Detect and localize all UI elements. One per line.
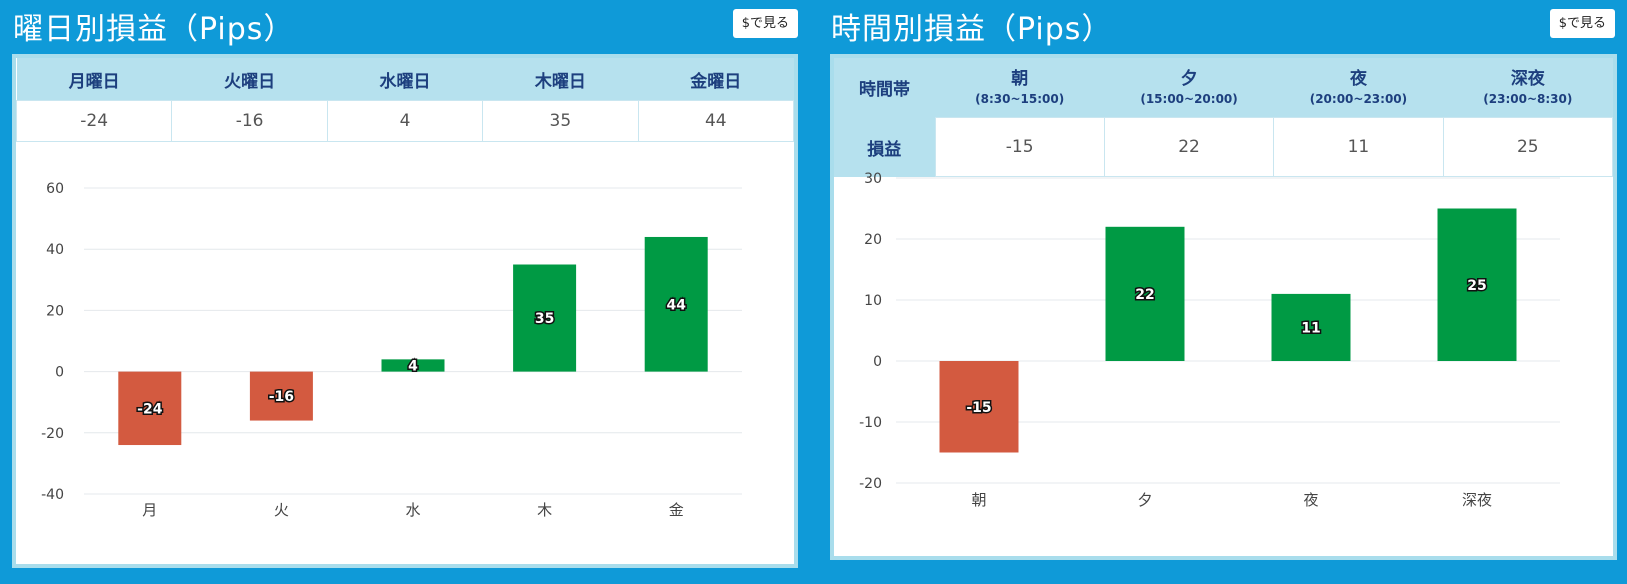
day-bar: [118, 371, 182, 446]
day-value-tue: -16: [171, 100, 328, 142]
time-header-late-night: 深夜 (23:00~8:30): [1443, 58, 1613, 118]
day-bar: [513, 264, 577, 372]
time-y-tick-label: 10: [864, 293, 882, 309]
time-table: 時間帯 朝 (8:30~15:00) 夕 (15:00~20:00) 夜 (20…: [834, 58, 1614, 177]
time-value-row: 損益 -15 22 11 25: [834, 117, 1614, 177]
time-data-label: 25: [1467, 278, 1486, 294]
time-card: 時間帯 朝 (8:30~15:00) 夕 (15:00~20:00) 夜 (20…: [830, 54, 1617, 560]
time-value-late-night: 25: [1442, 117, 1614, 177]
day-y-tick-label: -20: [41, 426, 64, 442]
time-view-in-dollars-button[interactable]: $で見る: [1549, 9, 1615, 38]
time-value-night: 11: [1273, 117, 1444, 177]
slot-name-morning: 朝: [1011, 68, 1029, 89]
day-view-in-dollars-button[interactable]: $で見る: [732, 9, 798, 38]
day-value-row: -24 -16 4 35 44: [15, 100, 795, 142]
day-header-fri: 金曜日: [638, 58, 794, 101]
time-y-tick-label: -20: [859, 476, 882, 492]
day-data-label: 44: [666, 297, 686, 313]
day-bar-chart: 60 40 20 0 -20 -40 -24 月 -16 火 4 水 35 木 44 金: [41, 181, 742, 519]
time-category-label: 朝: [971, 491, 986, 509]
time-header-morning: 朝 (8:30~15:00): [935, 58, 1105, 118]
time-value-morning: -15: [934, 117, 1105, 177]
time-y-tick-label: 30: [864, 171, 882, 187]
day-y-tick-label: 0: [55, 365, 64, 381]
time-y-tick-label: 20: [864, 232, 882, 248]
slot-range-night: (20:00~23:00): [1309, 91, 1408, 106]
day-category-label: 月: [142, 501, 157, 519]
day-bar: [644, 236, 708, 372]
time-header-row: 時間帯 朝 (8:30~15:00) 夕 (15:00~20:00) 夜 (20…: [834, 58, 1613, 118]
time-category-label: 夕: [1137, 491, 1152, 509]
day-y-tick-label: 60: [46, 181, 64, 197]
time-y-tick-label: 0: [873, 354, 882, 370]
day-y-tick-label: 20: [46, 303, 64, 319]
time-data-label: 22: [1135, 287, 1154, 303]
slot-range-morning: (8:30~15:00): [975, 91, 1065, 106]
day-panel-title: 曜日別損益（Pips）: [13, 12, 295, 47]
day-value-fri: 44: [637, 100, 795, 142]
time-panel-title: 時間別損益（Pips）: [831, 12, 1113, 47]
day-header-mon: 月曜日: [16, 58, 172, 101]
time-bar: [1437, 208, 1517, 361]
slot-range-evening: (15:00~20:00): [1140, 91, 1238, 106]
time-bar-chart: 30 20 10 0 -10 -20 -15 朝 22 夕 11 夜 25 深夜: [859, 171, 1560, 509]
day-header-tue: 火曜日: [171, 58, 328, 101]
slot-name-night: 夜: [1349, 68, 1367, 89]
day-value-thu: 35: [482, 100, 639, 142]
day-header-wed: 水曜日: [327, 58, 483, 101]
time-row-header-slot: 時間帯: [834, 58, 935, 118]
time-category-label: 深夜: [1462, 491, 1492, 509]
day-data-label: 35: [535, 311, 554, 327]
day-value-wed: 4: [326, 100, 484, 142]
time-category-label: 夜: [1303, 491, 1318, 509]
slot-name-evening: 夕: [1180, 68, 1198, 89]
slot-name-late-night: 深夜: [1510, 68, 1545, 89]
day-header-thu: 木曜日: [482, 58, 639, 101]
time-data-label: 11: [1301, 320, 1320, 336]
day-value-mon: -24: [15, 100, 173, 142]
time-row-header-pl: 損益: [834, 117, 935, 177]
time-header-night: 夜 (20:00~23:00): [1273, 58, 1444, 118]
time-value-evening: 22: [1103, 117, 1275, 177]
day-y-tick-label: 40: [46, 242, 64, 258]
day-header-row: 月曜日 火曜日 水曜日 木曜日 金曜日: [16, 58, 794, 101]
day-data-label: -16: [269, 389, 294, 405]
day-data-label: -24: [137, 401, 163, 417]
day-card: 月曜日 火曜日 水曜日 木曜日 金曜日 -24 -16 4 35 44 60 40…: [12, 54, 798, 568]
slot-range-late-night: (23:00~8:30): [1483, 91, 1573, 106]
time-data-label: -15: [966, 400, 991, 416]
time-bar: [939, 361, 1019, 453]
day-y-tick-label: -40: [41, 487, 64, 503]
time-bar: [1271, 293, 1351, 361]
time-y-tick-label: -10: [859, 415, 882, 431]
day-category-label: 水: [405, 501, 420, 519]
day-bar: [249, 371, 313, 421]
time-bar: [1105, 226, 1185, 361]
day-table: 月曜日 火曜日 水曜日 木曜日 金曜日 -24 -16 4 35 44: [15, 58, 795, 142]
day-category-label: 火: [274, 501, 289, 519]
day-bar: [381, 359, 445, 372]
day-category-label: 木: [537, 501, 552, 519]
day-data-label: 4: [408, 358, 418, 374]
day-category-label: 金: [669, 501, 684, 519]
time-header-evening: 夕 (15:00~20:00): [1104, 58, 1274, 118]
